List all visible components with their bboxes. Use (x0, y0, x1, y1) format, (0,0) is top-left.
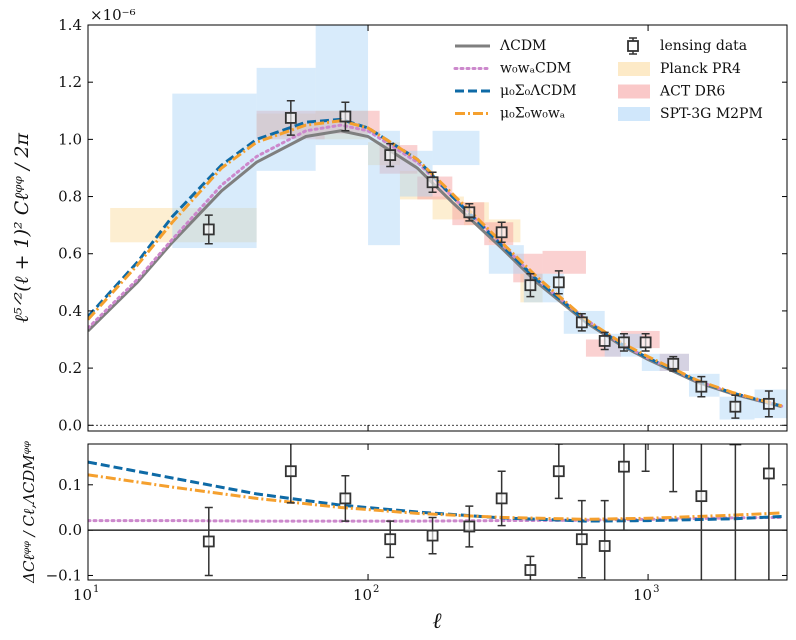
y-axis-label: ΔCℓᵠᵠ / Cℓ,ΛCDMᵠᵠ (20, 441, 38, 584)
data-point (641, 389, 651, 399)
legend-label: w₀wₐCDM (500, 61, 571, 77)
legend-label: lensing data (660, 38, 747, 54)
x-tick-label: 10 (73, 586, 92, 604)
data-point (426, 176, 439, 189)
data-point (202, 535, 215, 548)
model-line (88, 460, 782, 523)
band-box (585, 339, 621, 357)
y-tick-label: 0.0 (58, 416, 82, 434)
y-tick-label: 0.6 (58, 245, 82, 263)
y-tick-label: 0.1 (58, 476, 82, 494)
band-box (256, 113, 316, 137)
data-point (618, 336, 630, 349)
data-point (202, 223, 215, 236)
legend-swatch (618, 62, 650, 76)
data-point (598, 335, 611, 347)
data-point (575, 316, 588, 329)
plot-area (88, 25, 787, 426)
data-point (524, 564, 537, 576)
x-tick-exponent: 2 (373, 584, 379, 595)
data-point (695, 380, 708, 393)
data-point (495, 226, 508, 239)
data-point (762, 467, 775, 480)
data-point (463, 206, 476, 219)
data-point (552, 276, 565, 289)
x-tick-label: 10 (353, 586, 372, 604)
error-bar (641, 444, 650, 472)
x-tick-exponent: 1 (93, 584, 99, 595)
data-point (639, 336, 652, 349)
y-axis-label: ℓ⁵ᐟ²(ℓ + 1)² Cℓᵠᵠ / 2π (11, 133, 33, 323)
error-bar (734, 444, 737, 580)
data-point (524, 279, 537, 292)
legend-label: SPT-3G M2PM (660, 106, 763, 122)
data-point (339, 110, 352, 123)
data-point (618, 460, 630, 473)
data-point (284, 465, 297, 478)
x-tick-label: 10 (633, 586, 652, 604)
band-box (542, 250, 586, 274)
y-tick-label: 0.4 (58, 302, 82, 320)
legend-label: Planck PR4 (660, 61, 741, 77)
x-axis-label: ℓ (432, 609, 442, 634)
data-point (463, 520, 476, 533)
axes-frame (87, 24, 788, 432)
legend-label: ACT DR6 (659, 84, 725, 100)
data-point (384, 533, 397, 546)
x-tick-exponent: 3 (653, 584, 659, 595)
data-point (729, 400, 742, 413)
axes-frame (87, 443, 788, 581)
data-point (762, 397, 775, 410)
legend-swatch (618, 84, 650, 99)
band-box (432, 130, 480, 166)
y-tick-label: 1.0 (58, 130, 82, 148)
error-bar (669, 444, 678, 493)
y-tick-label: −0.1 (46, 566, 82, 584)
y-tick-label: 0.0 (58, 521, 82, 539)
data-point (575, 533, 588, 546)
data-point (729, 444, 742, 446)
data-point (695, 490, 708, 503)
y-tick-label: 1.4 (58, 16, 82, 34)
y-tick-label: 1.2 (58, 73, 82, 91)
model-line (88, 119, 783, 408)
y-tick-label: 0.2 (58, 359, 82, 377)
data-point (667, 357, 680, 370)
band-box (432, 196, 464, 220)
data-point (598, 540, 611, 552)
legend-swatch (627, 40, 639, 52)
y-tick-label: 0.8 (58, 188, 82, 206)
data-point (339, 492, 352, 505)
legend-swatch (618, 107, 650, 121)
data-point (668, 412, 678, 422)
data-point (426, 529, 439, 542)
legend-label: μ₀Σ₀ΛCDM (500, 83, 577, 99)
legend-label: ΛCDM (499, 38, 546, 54)
model-line (88, 473, 782, 521)
data-point (552, 465, 565, 478)
data-point (284, 112, 297, 124)
data-point (384, 149, 397, 161)
offset-label: ×10⁻⁶ (90, 6, 136, 24)
data-point (495, 492, 508, 505)
plot-area (88, 389, 787, 580)
legend-label: μ₀Σ₀w₀wₐ (500, 106, 566, 122)
